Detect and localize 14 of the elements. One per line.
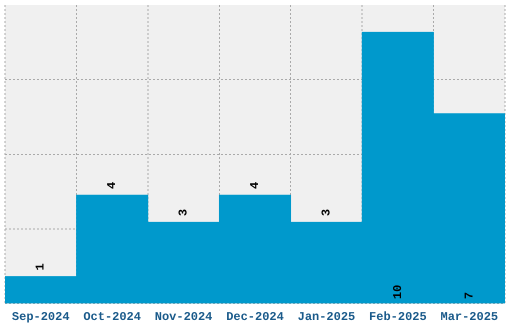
data-label: 1 bbox=[34, 263, 48, 270]
data-label: 7 bbox=[462, 292, 476, 300]
data-label: 4 bbox=[248, 182, 262, 190]
x-tick-label: Jan-2025 bbox=[298, 310, 356, 324]
data-label: 4 bbox=[105, 182, 120, 190]
data-label: 10 bbox=[390, 284, 405, 300]
x-tick-label: Mar-2025 bbox=[440, 310, 498, 324]
x-tick-label: Sep-2024 bbox=[12, 310, 70, 324]
x-tick-label: Feb-2025 bbox=[369, 310, 427, 324]
x-tick-label: Dec-2024 bbox=[226, 310, 284, 324]
data-label: 3 bbox=[319, 208, 334, 216]
data-label: 3 bbox=[176, 208, 191, 216]
x-tick-label: Oct-2024 bbox=[83, 310, 141, 324]
x-tick-label: Nov-2024 bbox=[154, 310, 212, 324]
